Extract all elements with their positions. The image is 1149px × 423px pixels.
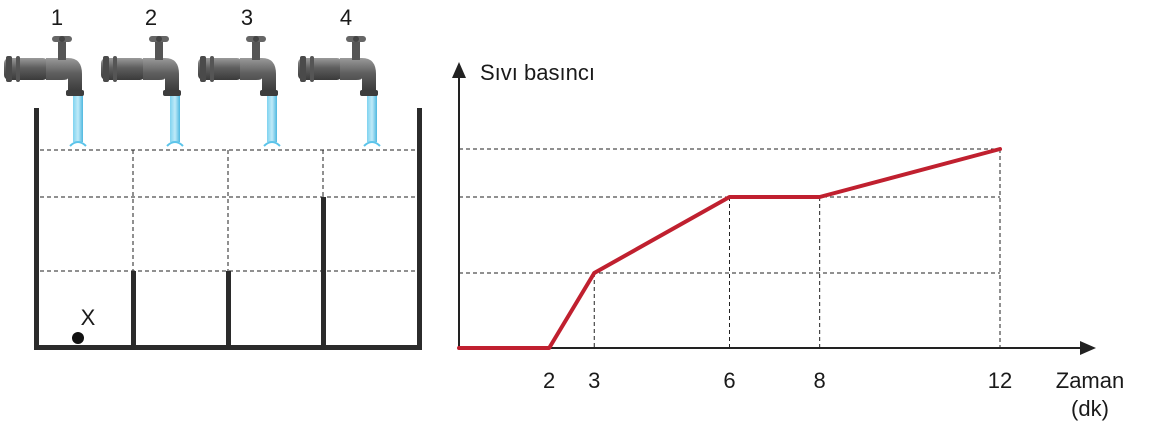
tank-bottom (34, 345, 422, 350)
water-splash (263, 141, 281, 147)
x-axis-label: Zaman (1056, 368, 1124, 393)
chart-grid (459, 148, 1001, 348)
point-x-label: X (81, 305, 96, 330)
x-axis-arrow-icon (1080, 341, 1096, 355)
pressure-series-line (457, 147, 1002, 350)
faucet-icon (298, 36, 378, 96)
divider-2 (226, 271, 231, 347)
x-tick-labels: 2 3 6 8 12 (543, 368, 1012, 393)
divider-1 (131, 271, 136, 347)
faucet-label: 4 (340, 5, 352, 30)
water-stream (267, 92, 277, 142)
water-splash (363, 141, 381, 147)
water-stream (170, 92, 180, 142)
faucet-2: 2 (101, 5, 184, 147)
water-splash (69, 141, 87, 147)
x-axis-unit: (dk) (1071, 396, 1109, 421)
pressure-time-chart: Sıvı basıncı Zaman (dk) 2 3 6 8 12 (452, 60, 1124, 421)
x-tick-label: 8 (814, 368, 826, 393)
y-axis-label: Sıvı basıncı (480, 60, 595, 85)
x-tick-label: 12 (988, 368, 1012, 393)
x-tick-label: 6 (723, 368, 735, 393)
faucet-label: 2 (145, 5, 157, 30)
faucet-label: 3 (241, 5, 253, 30)
tank: X (34, 108, 422, 350)
x-tick-label: 2 (543, 368, 555, 393)
faucet-4: 4 (298, 5, 381, 147)
tank-right-wall (417, 108, 422, 350)
water-stream (73, 92, 83, 142)
y-axis-arrow-icon (452, 62, 466, 78)
point-x-dot (72, 332, 84, 344)
x-tick-label: 3 (588, 368, 600, 393)
faucet-icon (4, 36, 84, 96)
divider-3 (321, 197, 326, 347)
faucet-3: 3 (198, 5, 281, 147)
faucet-icon (198, 36, 278, 96)
tank-left-wall (34, 108, 39, 350)
water-stream (367, 92, 377, 142)
faucet-1: 1 (4, 5, 87, 147)
faucet-label: 1 (51, 5, 63, 30)
water-splash (166, 141, 184, 147)
faucet-icon (101, 36, 181, 96)
